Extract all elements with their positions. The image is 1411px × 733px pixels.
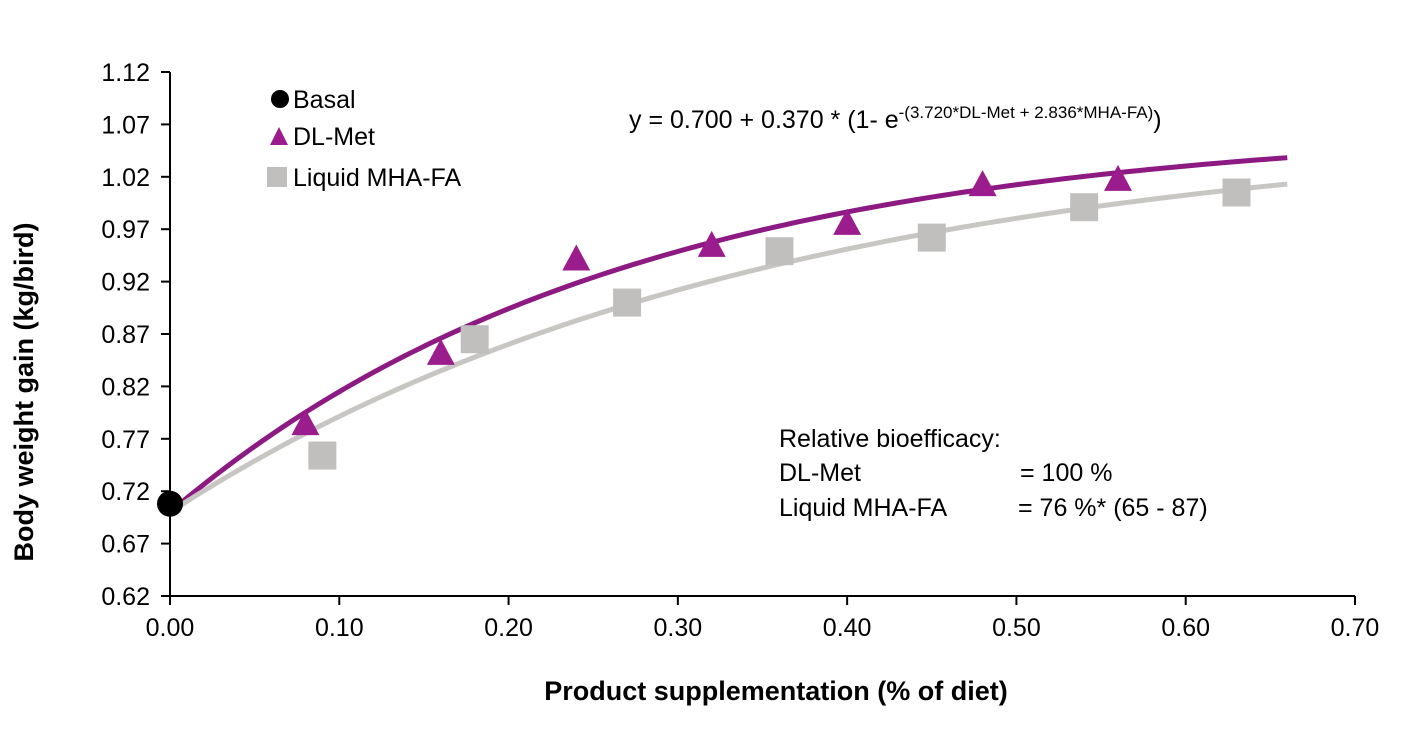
fit-equation: y = 0.700 + 0.370 * (1- e-(3.720*DL-Met … (629, 103, 1162, 134)
y-tick-label: 0.62 (101, 583, 150, 611)
data-point-dl-met (1104, 164, 1132, 191)
x-axis-title: Product supplementation (% of diet) (544, 676, 1008, 706)
data-point-liquid-mha-fa (308, 441, 337, 470)
data-point-basal (157, 490, 183, 517)
y-tick-label: 0.97 (101, 216, 150, 244)
data-point-liquid-mha-fa (1222, 178, 1251, 207)
data-point-liquid-mha-fa (460, 325, 489, 354)
x-tick-label: 0.50 (992, 614, 1041, 642)
y-tick-label: 1.12 (101, 59, 150, 87)
data-point-liquid-mha-fa (917, 223, 946, 252)
bioefficacy-annotation: Relative bioefficacy: DL-Met = 100 % Liq… (779, 425, 1208, 522)
bioefficacy-row-label: DL-Met (779, 459, 861, 487)
legend: Basal DL-Met Liquid MHA-FA (267, 86, 461, 192)
y-ticks: 0.62 0.67 0.72 0.77 0.82 0.87 0.92 0.97 1.02 1.07… (101, 59, 170, 611)
data-point-liquid-mha-fa (765, 237, 794, 266)
data-point-dl-met (426, 338, 455, 365)
fit-curve-liquid-mha-fa (168, 181, 1288, 515)
data-point-dl-met (562, 244, 591, 271)
data-points (157, 164, 1251, 517)
x-tick-label: 0.10 (315, 614, 364, 642)
x-tick-label: 0.00 (146, 614, 195, 642)
data-point-liquid-mha-fa (613, 288, 642, 317)
bioefficacy-row-label: Liquid MHA-FA (779, 494, 947, 522)
legend-label-liquid-mha-fa: Liquid MHA-FA (293, 164, 461, 192)
data-point-dl-met (697, 230, 726, 257)
x-tick-label: 0.30 (654, 614, 703, 642)
bioefficacy-row-value: = 100 % (1020, 459, 1112, 487)
y-tick-label: 0.77 (101, 426, 150, 454)
bioefficacy-title: Relative bioefficacy: (779, 425, 1001, 453)
legend-marker-liquid-mha-fa (267, 167, 287, 187)
fit-curves (168, 155, 1288, 515)
fit-curve-dl-met (168, 155, 1288, 515)
y-tick-label: 1.07 (101, 111, 150, 139)
y-tick-label: 0.67 (101, 531, 150, 559)
data-point-dl-met (833, 208, 862, 235)
x-tick-label: 0.40 (823, 614, 872, 642)
y-tick-label: 0.82 (101, 373, 150, 401)
legend-label-dl-met: DL-Met (293, 123, 375, 151)
y-tick-label: 1.02 (101, 164, 150, 192)
data-point-dl-met (968, 170, 997, 197)
fit-equation-main: y = 0.700 + 0.370 * (1- e (629, 106, 899, 134)
legend-marker-dl-met (270, 127, 288, 145)
bioefficacy-row-value: = 76 %* (65 - 87) (1018, 494, 1208, 522)
data-point-liquid-mha-fa (1070, 193, 1099, 222)
legend-label-basal: Basal (293, 86, 356, 114)
y-tick-label: 0.72 (101, 478, 150, 506)
data-point-dl-met (291, 409, 320, 436)
y-tick-label: 0.92 (101, 269, 150, 297)
x-tick-label: 0.70 (1331, 614, 1380, 642)
x-tick-label: 0.60 (1161, 614, 1210, 642)
x-ticks: 0.00 0.10 0.20 0.30 0.40 0.50 0.60 0.70 (146, 596, 1380, 642)
y-axis-title: Body weight gain (kg/bird) (9, 223, 39, 562)
fit-equation-exponent: -(3.720*DL-Met + 2.836*MHA-FA) (899, 103, 1154, 122)
legend-marker-basal (271, 90, 289, 108)
x-tick-label: 0.20 (484, 614, 533, 642)
y-tick-label: 0.87 (101, 321, 150, 349)
fit-equation-close: ) (1153, 106, 1161, 134)
